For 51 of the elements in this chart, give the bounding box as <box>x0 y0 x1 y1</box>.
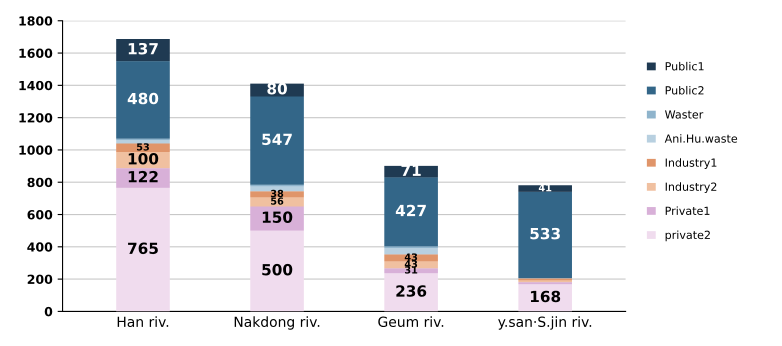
data-label: 100 <box>128 152 158 165</box>
data-label: 533 <box>530 228 560 240</box>
legend-label: private2 <box>666 230 710 242</box>
legend-label: Public1 <box>666 62 704 70</box>
x-tick-label: Nakdong riv. <box>234 316 320 330</box>
y-tick-label: 1200 <box>19 113 52 123</box>
data-label: 547 <box>262 134 292 146</box>
bar <box>116 61 170 139</box>
y-tick-label: 800 <box>28 178 52 188</box>
data-label: 765 <box>128 242 158 254</box>
legend-label: Industry2 <box>666 182 716 194</box>
y-tick-label: 1000 <box>19 145 52 155</box>
y-tick-label: 400 <box>27 242 52 252</box>
bar <box>518 192 572 278</box>
data-label: 38 <box>270 190 284 198</box>
data-label: 168 <box>530 290 560 302</box>
legend-label: Industry1 <box>666 158 716 169</box>
legend-label: Ani.Hu.waste <box>664 134 738 143</box>
data-label: 236 <box>396 285 426 297</box>
y-tick-label: 200 <box>28 274 52 284</box>
bar <box>250 96 304 185</box>
data-label: 480 <box>128 92 158 104</box>
data-label: 427 <box>396 204 426 216</box>
data-label: 53 <box>136 143 149 151</box>
y-tick-label: 600 <box>28 210 52 220</box>
legend-label: Private1 <box>666 206 710 215</box>
data-label: 122 <box>128 170 158 182</box>
y-tick-label: 1800 <box>19 16 52 26</box>
data-label: 500 <box>262 264 292 276</box>
bar <box>250 186 304 192</box>
y-tick-label: 1600 <box>19 48 52 58</box>
x-tick-label: Han riv. <box>118 316 168 328</box>
bar <box>116 143 170 152</box>
data-label: 150 <box>262 211 292 223</box>
data-label: 137 <box>128 42 158 54</box>
data-label: 43 <box>404 253 418 261</box>
bar <box>116 188 170 312</box>
bar <box>384 273 438 312</box>
legend-label: Waster <box>665 110 704 119</box>
bar <box>116 140 170 144</box>
bar <box>384 248 438 254</box>
bar <box>384 177 438 246</box>
legend-label: Public2 <box>666 86 704 95</box>
x-tick-label: y.san·S.jin riv. <box>498 316 592 330</box>
x-tick-label: Geum riv. <box>378 316 444 328</box>
data-label: 56 <box>271 197 284 205</box>
bar <box>250 197 304 206</box>
y-tick-label: 0 <box>44 306 52 316</box>
bar <box>250 230 304 312</box>
y-tick-label: 1400 <box>19 80 52 90</box>
data-label: 80 <box>267 82 287 94</box>
